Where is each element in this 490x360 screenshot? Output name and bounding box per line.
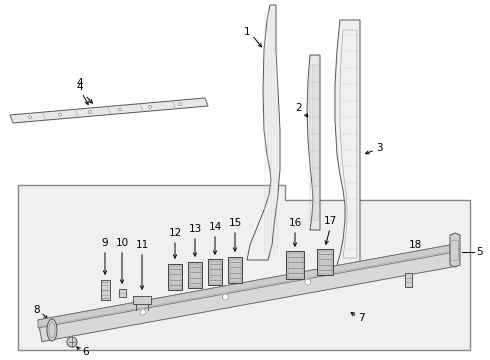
Bar — [288, 252, 302, 278]
Text: 18: 18 — [408, 240, 421, 250]
Circle shape — [140, 309, 146, 315]
Bar — [190, 264, 200, 287]
Text: 11: 11 — [135, 240, 148, 250]
Text: 14: 14 — [208, 222, 221, 232]
Text: 8: 8 — [33, 305, 40, 315]
Text: 17: 17 — [323, 216, 337, 226]
Polygon shape — [307, 55, 320, 230]
Text: 15: 15 — [228, 218, 242, 228]
Circle shape — [89, 111, 92, 113]
Text: 1: 1 — [244, 27, 250, 37]
Bar — [318, 251, 332, 274]
Text: 7: 7 — [358, 313, 365, 323]
Text: 12: 12 — [169, 228, 182, 238]
Text: 10: 10 — [116, 238, 128, 248]
Circle shape — [28, 116, 31, 119]
Polygon shape — [18, 185, 470, 350]
Text: 16: 16 — [289, 218, 302, 228]
Bar — [208, 259, 222, 285]
Bar — [210, 261, 220, 284]
Bar — [317, 249, 333, 275]
Text: 9: 9 — [102, 238, 108, 248]
Polygon shape — [247, 5, 280, 260]
Bar — [229, 258, 241, 282]
Polygon shape — [450, 233, 460, 267]
Bar — [100, 280, 109, 300]
Bar — [286, 251, 304, 279]
Bar — [170, 266, 180, 288]
Text: 2: 2 — [295, 103, 302, 113]
Bar — [119, 289, 125, 297]
Text: 3: 3 — [376, 143, 383, 153]
Circle shape — [67, 337, 77, 347]
Bar — [188, 262, 202, 288]
Text: 13: 13 — [188, 224, 201, 234]
Bar — [168, 264, 182, 290]
Text: 4: 4 — [77, 82, 83, 92]
Circle shape — [58, 113, 62, 116]
Text: 6: 6 — [82, 347, 89, 357]
Circle shape — [305, 279, 311, 285]
Bar — [405, 273, 412, 287]
Circle shape — [222, 294, 228, 300]
Ellipse shape — [47, 319, 57, 341]
Polygon shape — [38, 245, 450, 328]
Text: 5: 5 — [476, 247, 483, 257]
Circle shape — [119, 108, 122, 111]
Polygon shape — [10, 98, 208, 123]
Text: 4: 4 — [77, 78, 83, 88]
Circle shape — [178, 103, 181, 106]
Polygon shape — [38, 245, 454, 342]
Polygon shape — [335, 20, 360, 275]
Bar — [228, 257, 242, 283]
Circle shape — [148, 105, 151, 108]
Bar — [133, 296, 151, 304]
